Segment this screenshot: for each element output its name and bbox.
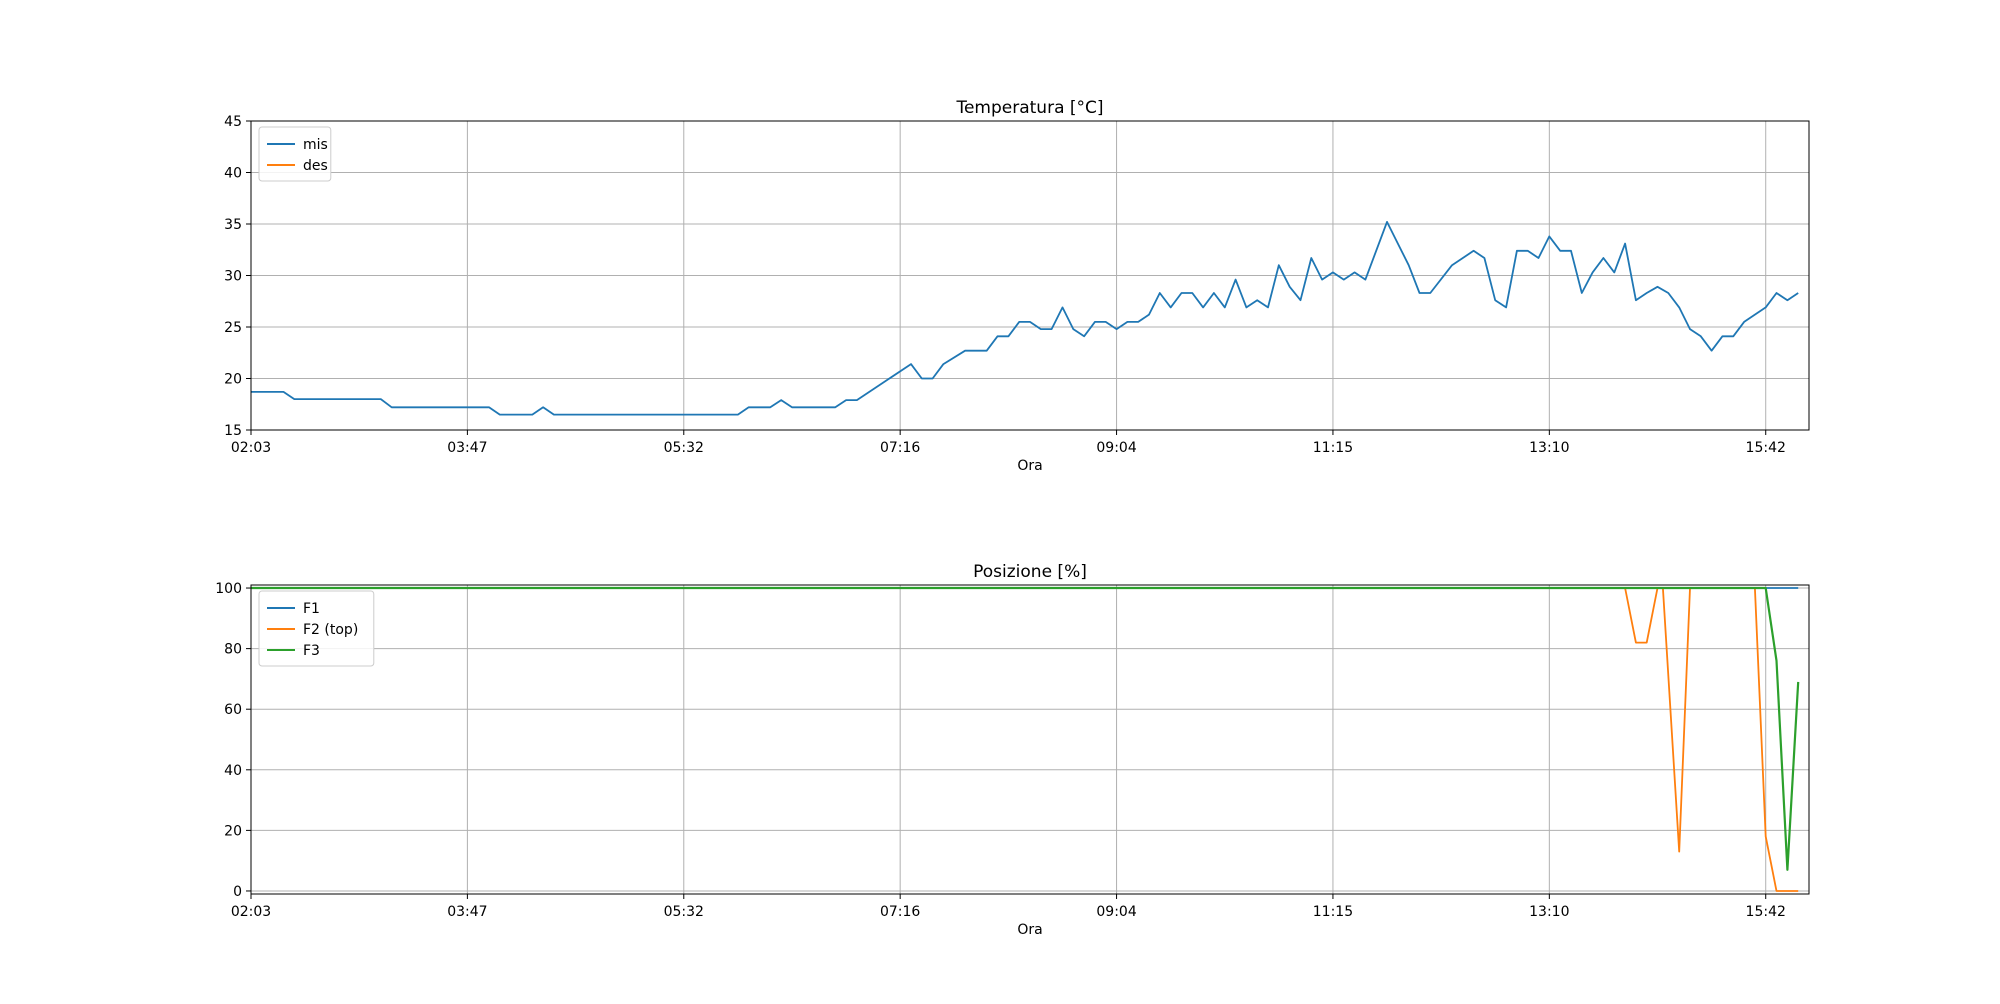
chart1-xtick-label-6: 13:10 (1529, 440, 1569, 456)
chart1-title: Temperatura [°C] (955, 98, 1103, 118)
chart2-xtick-label-0: 02:03 (231, 904, 271, 920)
chart2-ytick-label-3: 60 (224, 702, 242, 718)
chart1-series-mis (251, 221, 1799, 416)
chart2: 02:03 03:47 05:32 07:16 09:04 11:15 13:10 15:42… (215, 562, 1810, 938)
chart1-ytick-label-5: 40 (224, 166, 242, 182)
chart2-xtick-label-7: 15:42 (1746, 904, 1786, 920)
chart2-legend: F1 F2 (top) F3 (258, 590, 375, 667)
chart2-series-f3 (251, 586, 1800, 871)
chart2-legend-label-0: F1 (303, 601, 320, 617)
chart2-ytick-label-2: 40 (224, 763, 242, 779)
chart1-xtick-label-1: 03:47 (447, 440, 487, 456)
chart1-legend: mis des (258, 126, 332, 182)
chart1-xtick-label-5: 11:15 (1313, 440, 1353, 456)
chart1-ytick-label-0: 15 (224, 423, 242, 439)
chart2-ytick-label-5: 100 (215, 581, 242, 597)
chart1-xtick-label-7: 15:42 (1746, 440, 1786, 456)
chart1-ytick-label-4: 35 (224, 217, 242, 233)
chart1-xtick-label-4: 09:04 (1096, 440, 1136, 456)
chart1-ytick-label-2: 25 (224, 320, 242, 336)
chart1-ytick-label-3: 30 (224, 269, 242, 285)
chart2-ytick-label-1: 20 (224, 823, 242, 839)
chart2-xlabel: Ora (1017, 922, 1042, 938)
chart1-legend-box (258, 126, 332, 182)
chart1-ytick-label-1: 20 (224, 372, 242, 388)
chart1-xtick-label-2: 05:32 (664, 440, 704, 456)
chart1-legend-label-0: mis (303, 137, 328, 153)
chart2-ytick-label-0: 0 (233, 884, 242, 900)
chart1: 02:03 03:47 05:32 07:16 09:04 11:15 13:10 15:42… (224, 98, 1810, 474)
chart1-ytick-label-6: 45 (224, 114, 242, 130)
chart1-xtick-label-3: 07:16 (880, 440, 920, 456)
chart2-legend-box (258, 590, 375, 667)
chart2-legend-label-2: F3 (303, 643, 320, 659)
chart2-legend-label-1: F2 (top) (303, 622, 358, 638)
chart1-xlabel: Ora (1017, 458, 1042, 474)
chart1-xtick-label-0: 02:03 (231, 440, 271, 456)
chart2-title: Posizione [%] (973, 562, 1087, 582)
chart2-xtick-label-6: 13:10 (1529, 904, 1569, 920)
chart2-xtick-label-3: 07:16 (880, 904, 920, 920)
chart2-xtick-label-5: 11:15 (1313, 904, 1353, 920)
chart1-legend-label-1: des (303, 158, 328, 174)
chart2-axes-frame (250, 584, 1810, 895)
chart2-xtick-label-4: 09:04 (1096, 904, 1136, 920)
chart2-ytick-label-4: 80 (224, 642, 242, 658)
chart2-series-f2-top (251, 587, 1799, 892)
chart2-xtick-label-2: 05:32 (664, 904, 704, 920)
chart2-xtick-label-1: 03:47 (447, 904, 487, 920)
